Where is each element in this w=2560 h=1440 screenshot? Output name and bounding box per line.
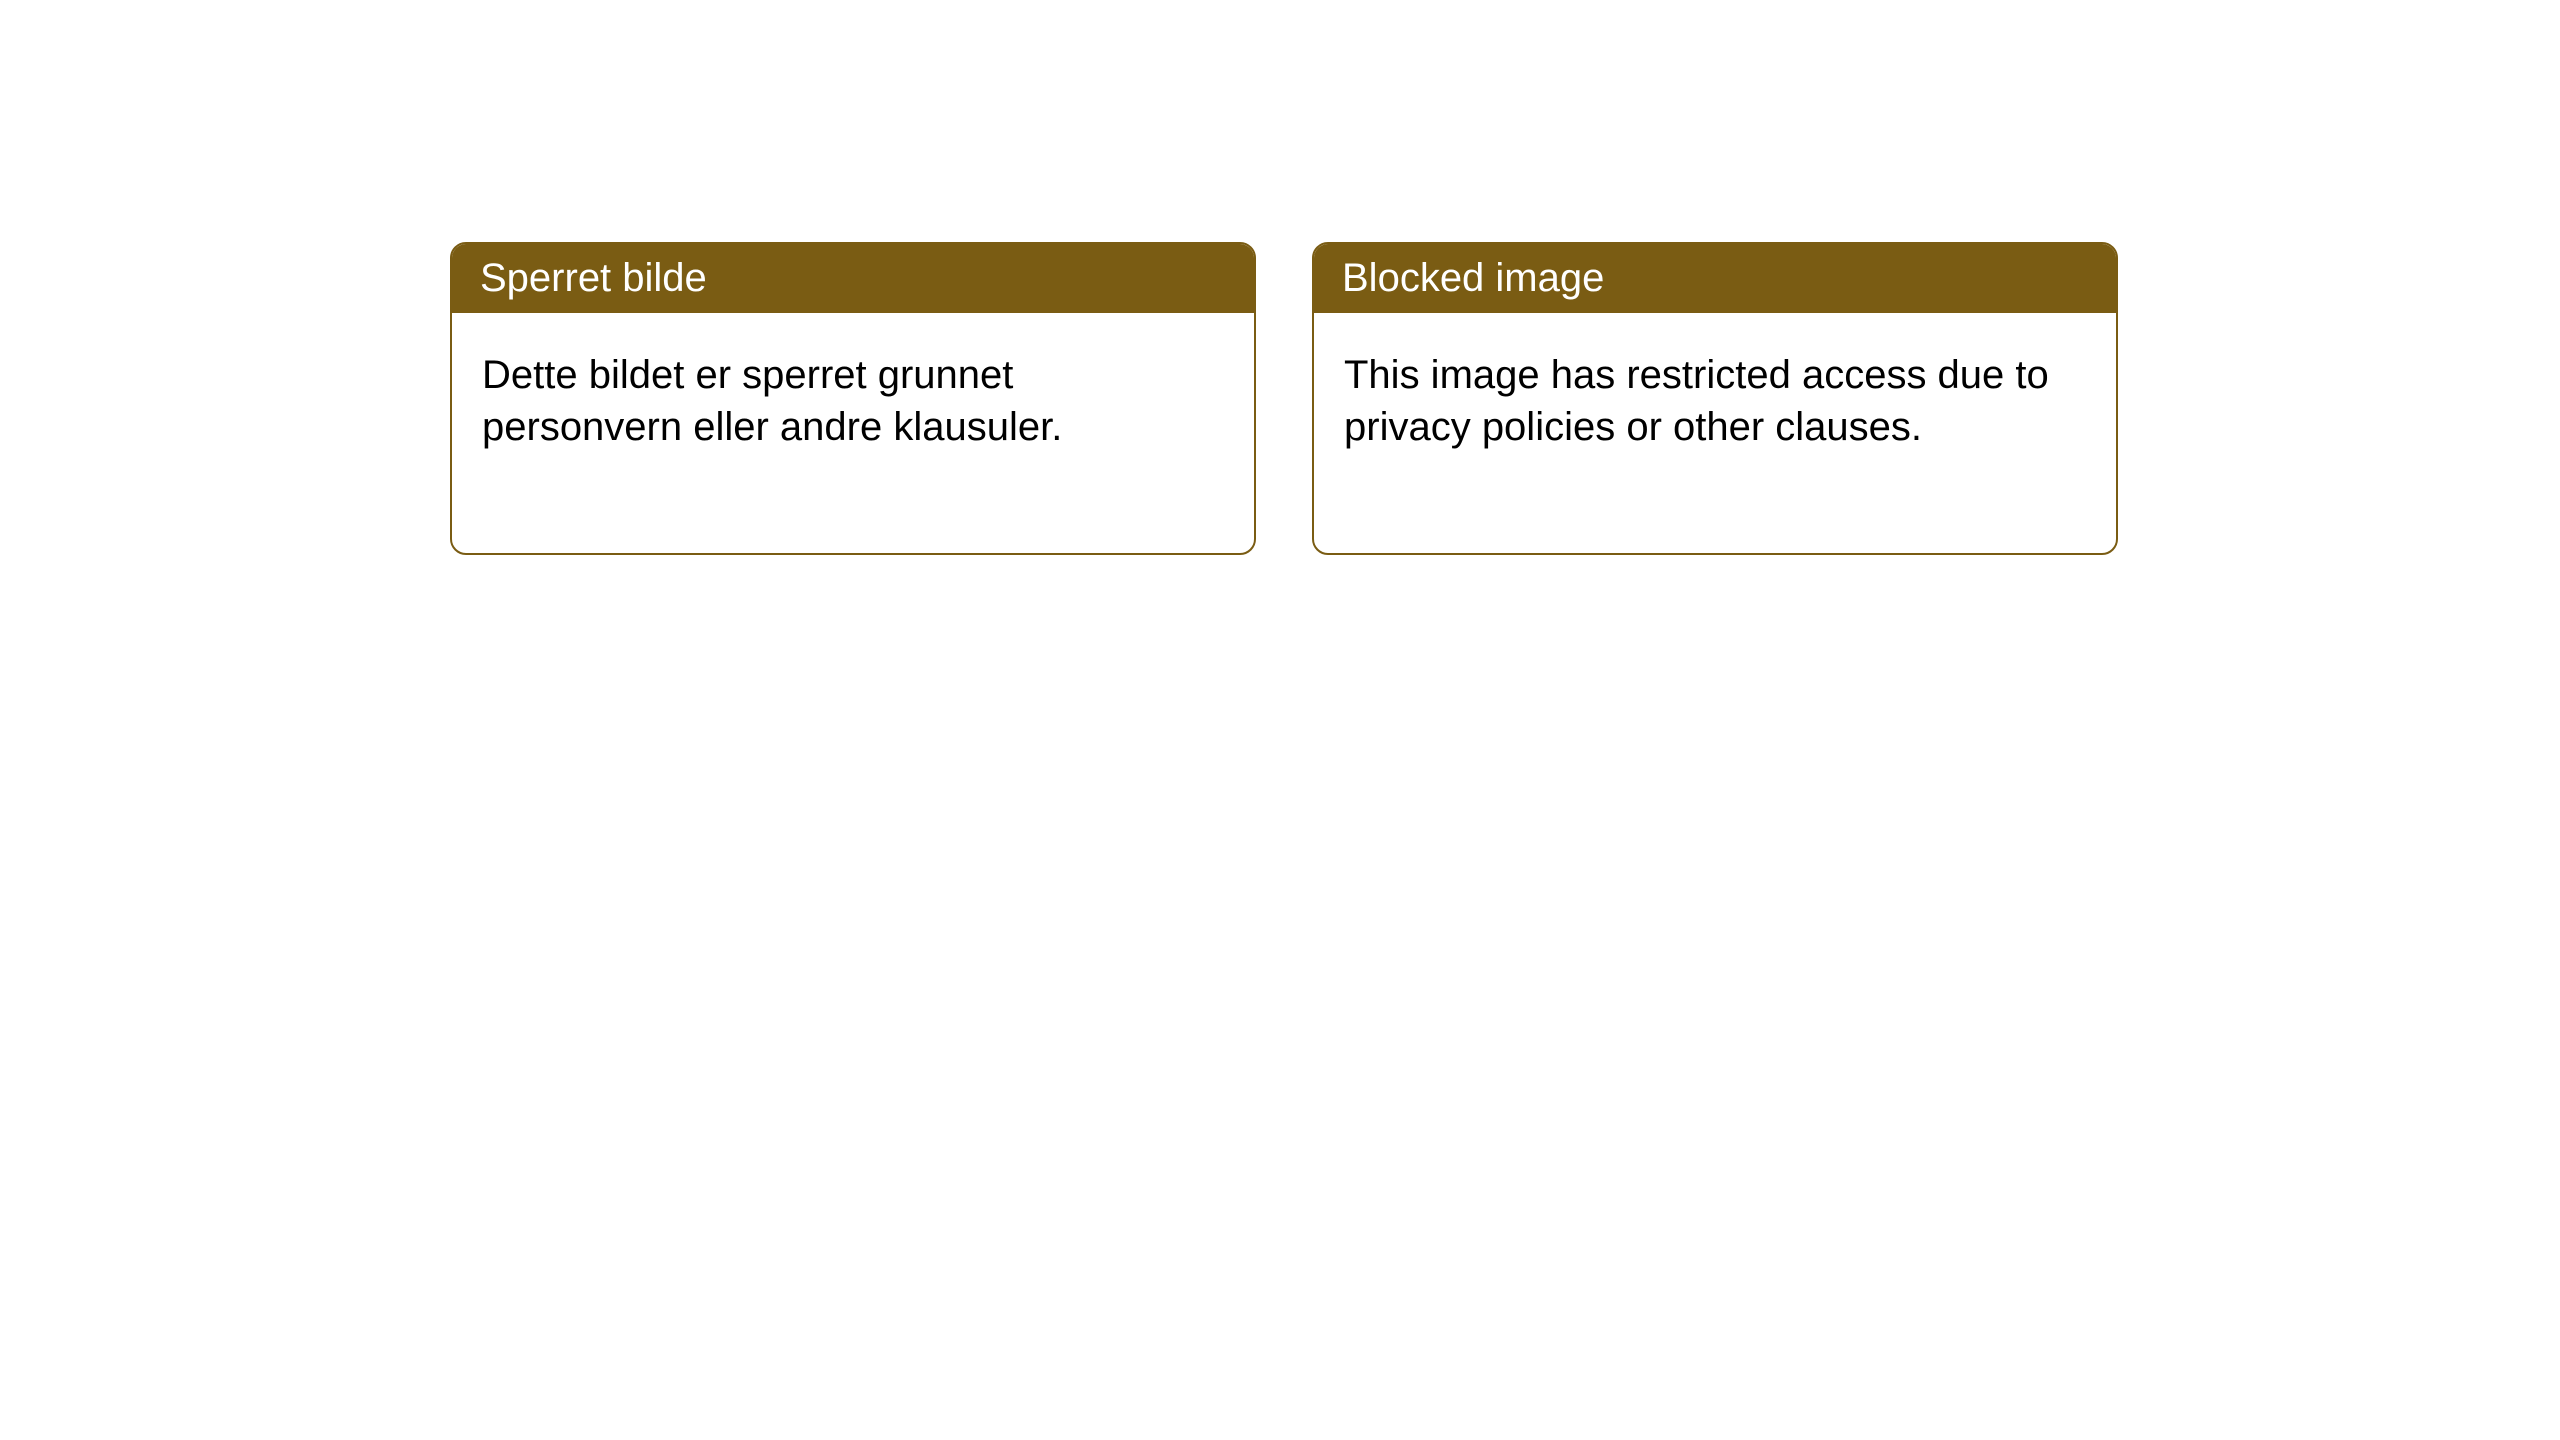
notice-card-english: Blocked image This image has restricted …	[1312, 242, 2118, 555]
notice-body-norwegian: Dette bildet er sperret grunnet personve…	[452, 313, 1254, 553]
notice-container: Sperret bilde Dette bildet er sperret gr…	[0, 0, 2560, 555]
notice-body-english: This image has restricted access due to …	[1314, 313, 2116, 553]
notice-card-norwegian: Sperret bilde Dette bildet er sperret gr…	[450, 242, 1256, 555]
notice-title-english: Blocked image	[1314, 244, 2116, 313]
notice-title-norwegian: Sperret bilde	[452, 244, 1254, 313]
